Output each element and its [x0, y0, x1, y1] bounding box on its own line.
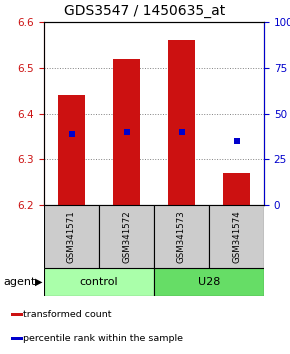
Point: [69, 131, 74, 137]
Bar: [168, 40, 195, 205]
Text: ▶: ▶: [35, 277, 43, 287]
Text: GSM341571: GSM341571: [67, 210, 76, 263]
Text: control: control: [80, 277, 118, 287]
Bar: [223, 173, 250, 205]
Point: [179, 129, 184, 135]
Text: transformed count: transformed count: [23, 310, 112, 319]
Text: GSM341572: GSM341572: [122, 210, 131, 263]
Text: U28: U28: [198, 277, 220, 287]
Bar: [44, 205, 99, 268]
Bar: [58, 95, 85, 205]
Bar: [11, 313, 23, 316]
Text: GSM341573: GSM341573: [177, 210, 186, 263]
Bar: [44, 268, 154, 296]
Point: [124, 129, 129, 135]
Bar: [209, 205, 264, 268]
Text: GSM341574: GSM341574: [232, 210, 241, 263]
Text: percentile rank within the sample: percentile rank within the sample: [23, 334, 184, 343]
Text: agent: agent: [3, 277, 35, 287]
Bar: [11, 337, 23, 340]
Point: [234, 138, 239, 144]
Text: GDS3547 / 1450635_at: GDS3547 / 1450635_at: [64, 4, 226, 18]
Bar: [113, 59, 140, 205]
Bar: [154, 205, 209, 268]
Bar: [99, 205, 154, 268]
Bar: [154, 268, 264, 296]
